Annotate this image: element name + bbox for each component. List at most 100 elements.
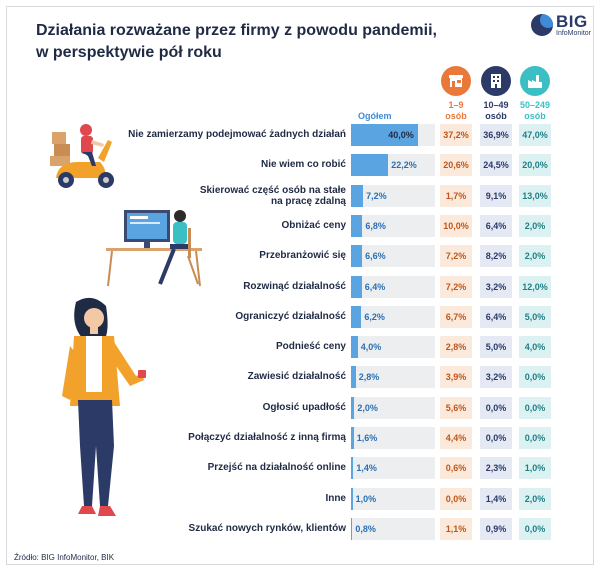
- medium-value: 20,0%: [519, 154, 551, 177]
- medium-value: 0,0%: [519, 366, 551, 389]
- overall-bar: [351, 245, 363, 268]
- infographic-frame: [6, 6, 594, 565]
- chart-row: Skierować część osób na stałe na pracę zd…: [0, 184, 600, 207]
- chart-title: Działania rozważane przez firmy z powodu…: [36, 20, 437, 64]
- medium-value: 4,0%: [519, 336, 551, 359]
- row-label-line: Inne: [325, 492, 346, 504]
- row-label: Ogłosić upadłość: [263, 402, 346, 413]
- column-header-medium: 50–249 osób: [519, 100, 551, 121]
- row-label-line: Ograniczyć działalność: [235, 310, 346, 322]
- micro-value: 1,7%: [440, 184, 472, 207]
- bar-track: 6,8%: [351, 214, 435, 237]
- small-value: 5,0%: [480, 336, 512, 359]
- micro-value: 37,2%: [440, 124, 472, 146]
- businesswoman-illustration: [62, 297, 146, 516]
- row-label: Ograniczyć działalność: [235, 311, 346, 322]
- micro-value: 7,2%: [440, 245, 472, 268]
- row-label-line: na pracę zdalną: [270, 195, 346, 207]
- title-line-1: Działania rozważane przez firmy z powodu…: [36, 22, 437, 39]
- chart-row: Przebranżowić się 6,6% 7,2% 8,2% 2,0%: [0, 245, 600, 268]
- bar-track: 4,0%: [351, 336, 435, 359]
- bar-track: 6,4%: [351, 275, 435, 298]
- chart-row: Ogłosić upadłość 2,0% 5,6% 0,0% 0,0%: [0, 396, 600, 419]
- bar-track: 2,0%: [351, 396, 435, 419]
- chart-row: Szukać nowych rynków, klientów 0,8% 1,1% 0,…: [0, 517, 600, 540]
- row-label-line: Połączyć działalność z inną firmą: [188, 432, 346, 443]
- medium-value: 0,0%: [519, 427, 551, 449]
- small-value: 36,9%: [480, 124, 512, 146]
- chart-row: Ograniczyć działalność 6,2% 6,7% 6,4% 5,0%: [0, 305, 600, 328]
- medium-value: 1,0%: [519, 457, 551, 480]
- bar-track: 1,4%: [351, 457, 435, 480]
- bar-track: 6,2%: [351, 305, 435, 328]
- row-label-line: Zawiesić działalność: [247, 371, 346, 383]
- row-label: Przebranżowić się: [259, 250, 346, 261]
- logo-text: BIG: [556, 12, 588, 31]
- overall-bar: [351, 275, 362, 298]
- delivery-scooter-illustration: [50, 124, 114, 188]
- small-value: 0,0%: [480, 427, 512, 449]
- overall-bar: [351, 124, 419, 146]
- row-label: Szukać nowych rynków, klientów: [189, 523, 346, 534]
- micro-value: 20,6%: [440, 154, 472, 177]
- row-label-line: Ogłosić upadłość: [262, 401, 346, 413]
- small-value: 8,2%: [480, 245, 512, 268]
- micro-value: 10,0%: [440, 214, 472, 237]
- overall-value-label: 0,8%: [355, 523, 376, 534]
- small-value: 6,4%: [480, 305, 512, 328]
- bar-track: 22,2%: [351, 154, 435, 177]
- overall-value-label: 1,6%: [356, 433, 378, 443]
- medium-value: 2,0%: [519, 214, 551, 237]
- small-value: 2,3%: [480, 457, 512, 480]
- office-worker-illustration: [106, 210, 202, 287]
- overall-value-label: 6,6%: [365, 251, 386, 262]
- row-label: Skierować część osób na stałe na pracę zd…: [200, 185, 346, 207]
- chart-row: Podnieść ceny 4,0% 2,8% 5,0% 4,0%: [0, 336, 600, 359]
- chart-row: Rozwinąć działalność 6,4% 7,2% 3,2% 12,0%: [0, 275, 600, 298]
- small-value: 0,9%: [480, 517, 512, 540]
- overall-value-label: 22,2%: [391, 160, 417, 171]
- micro-value: 0,0%: [440, 487, 472, 510]
- micro-value: 2,8%: [440, 336, 472, 359]
- small-value: 3,2%: [480, 366, 512, 389]
- logo-mark-icon: [531, 14, 553, 36]
- overall-bar: [351, 396, 355, 419]
- medium-value: 5,0%: [519, 305, 551, 328]
- row-label: Przejść na działalność online: [208, 462, 346, 473]
- overall-bar: [351, 366, 356, 389]
- row-label: Połączyć działalność z inną firmą: [188, 432, 346, 443]
- overall-value-label: 6,2%: [364, 311, 385, 322]
- big-infomonitor-logo: BIG InfoMonitor: [531, 12, 593, 42]
- overall-value-label: 2,0%: [357, 402, 378, 413]
- logo-subtext: InfoMonitor: [556, 30, 592, 37]
- row-label-line: Nie zamierzamy podejmować żadnych działa…: [128, 129, 346, 140]
- chart-row: Połączyć działalność z inną firmą 1,6% 4,4…: [0, 427, 600, 449]
- column-header-small: 10–49 osób: [483, 100, 509, 121]
- medium-value: 0,0%: [519, 396, 551, 419]
- column-header-micro: 1–9 osób: [445, 100, 467, 121]
- medium-value: 2,0%: [519, 487, 551, 510]
- row-label-line: Podnieść ceny: [275, 341, 346, 353]
- overall-value-label: 6,4%: [364, 281, 386, 292]
- micro-value: 5,6%: [440, 396, 472, 419]
- small-value: 9,1%: [480, 184, 512, 207]
- medium-value: 13,0%: [519, 184, 551, 207]
- row-label: Obniżać ceny: [282, 220, 346, 231]
- medium-value: 0,0%: [519, 517, 551, 540]
- micro-value: 1,1%: [440, 517, 472, 540]
- row-label: Inne: [325, 493, 346, 504]
- overall-value-label: 6,8%: [365, 220, 386, 231]
- chart-row: Zawiesić działalność 2,8% 3,9% 3,2% 0,0%: [0, 366, 600, 389]
- office-building-icon: [481, 66, 511, 96]
- chart-row: Nie zamierzamy podejmować żadnych działa…: [0, 124, 600, 146]
- small-value: 1,4%: [480, 487, 512, 510]
- row-label-line: Przebranżowić się: [259, 250, 346, 262]
- bar-track: 7,2%: [351, 184, 435, 207]
- overall-bar: [351, 154, 389, 177]
- source-note: Źródło: BIG InfoMonitor, BIK: [14, 553, 115, 562]
- overall-bar: [351, 305, 362, 328]
- overall-bar: [351, 517, 353, 540]
- bar-track: 0,8%: [351, 517, 435, 540]
- shop-icon: [441, 66, 471, 96]
- overall-value-label: 1,4%: [356, 463, 377, 474]
